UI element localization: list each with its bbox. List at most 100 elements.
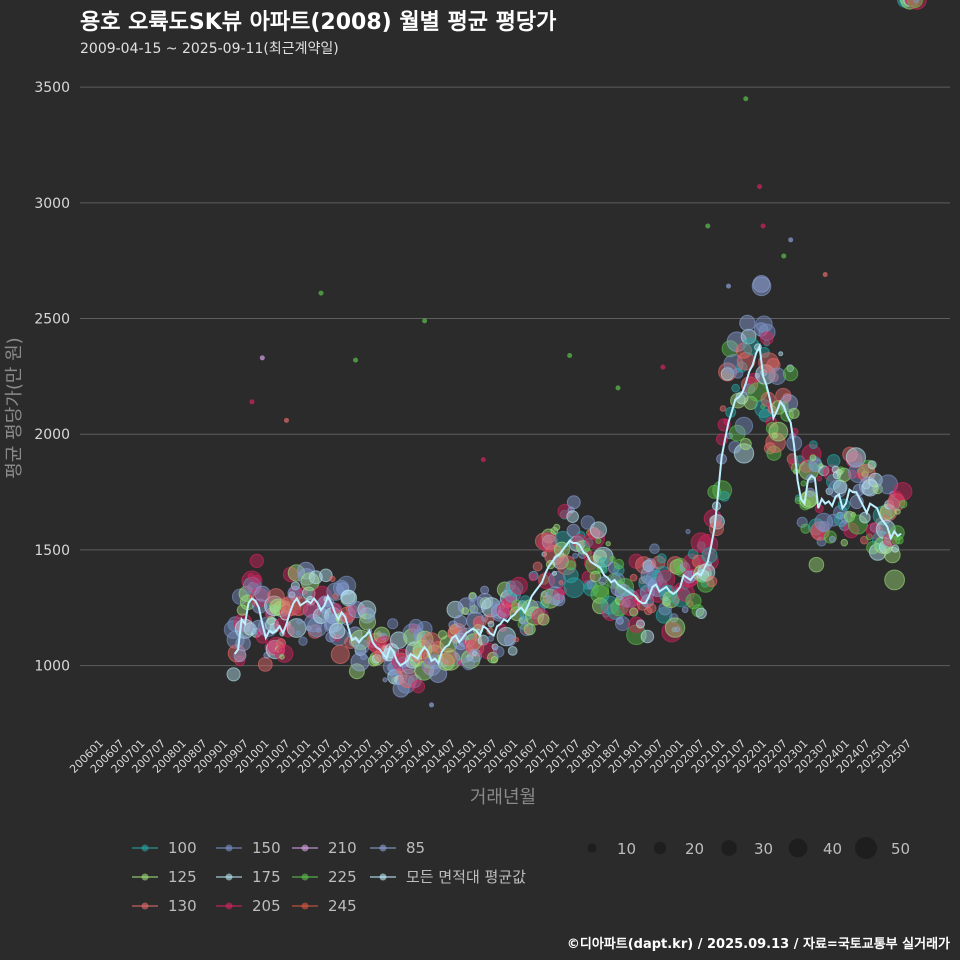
scatter-point — [565, 560, 576, 571]
legend-label: 150 — [252, 839, 281, 857]
scatter-point — [525, 606, 545, 626]
legend-marker — [225, 902, 233, 910]
scatter-point — [589, 570, 602, 583]
legend-label: 175 — [252, 868, 281, 886]
legend-label: 210 — [328, 839, 357, 857]
legend-label: 100 — [168, 839, 197, 857]
scatter-point — [552, 593, 566, 607]
scatter-point — [538, 532, 559, 553]
footer-credit: ©디아파트(dapt.kr) / 2025.09.13 / 자료=국토교통부 실… — [567, 936, 950, 952]
scatter-point-outlier — [318, 290, 324, 296]
scatter-point — [663, 596, 669, 602]
scatter-point — [800, 480, 807, 487]
scatter-point-outlier — [353, 357, 359, 363]
scatter-points — [223, 0, 927, 708]
scatter-point — [382, 677, 388, 683]
scatter-point — [298, 636, 308, 646]
legend-marker — [379, 873, 387, 881]
scatter-point — [539, 599, 550, 609]
scatter-point — [432, 640, 444, 653]
scatter-point — [223, 620, 243, 639]
scatter-point — [241, 570, 263, 592]
scatter-point — [507, 646, 518, 656]
scatter-point — [595, 537, 602, 545]
size-legend-label: 50 — [891, 840, 910, 858]
scatter-point — [646, 603, 657, 614]
scatter-point — [295, 630, 301, 636]
scatter-point — [514, 637, 520, 643]
scatter-point-outlier — [660, 364, 666, 370]
scatter-point — [913, 0, 920, 4]
legend-marker — [379, 844, 387, 852]
scatter-point — [732, 367, 744, 379]
scatter-point — [468, 648, 483, 663]
scatter-point — [686, 600, 694, 608]
scatter-point — [734, 416, 754, 436]
y-tick-label: 3500 — [34, 80, 70, 96]
size-legend-label: 40 — [823, 840, 842, 858]
scatter-point — [461, 607, 470, 615]
scatter-point — [766, 445, 782, 461]
scatter-point — [348, 604, 358, 614]
scatter-point — [257, 657, 273, 672]
scatter-point — [532, 561, 543, 572]
scatter-point — [563, 577, 585, 599]
y-tick-label: 1000 — [34, 659, 70, 675]
scatter-point — [894, 508, 901, 515]
scatter-point — [778, 351, 784, 357]
chart-title: 용호 오륙도SK뷰 아파트(2008) 월별 평균 평당가 — [80, 10, 556, 35]
legend-item: 150 — [216, 839, 281, 857]
scatter-point — [672, 595, 680, 604]
scatter-point — [476, 592, 494, 610]
scatter-point — [891, 544, 900, 553]
legend-marker — [225, 844, 233, 852]
scatter-point — [691, 604, 705, 618]
scatter-point — [373, 626, 391, 644]
scatter-point — [706, 575, 718, 588]
scatter-point — [840, 538, 849, 547]
scatter-point — [528, 573, 537, 582]
scatter-point — [329, 575, 336, 583]
scatter-point — [782, 365, 799, 382]
scatter-point — [656, 553, 667, 564]
scatter-point — [366, 612, 376, 622]
scatter-point — [566, 510, 579, 523]
legend-label: 225 — [328, 868, 357, 886]
scatter-point — [598, 576, 607, 586]
grid — [80, 86, 950, 667]
scatter-point — [709, 521, 724, 537]
scatter-point — [551, 570, 558, 576]
scatter-point-outlier — [788, 237, 794, 243]
scatter-point — [674, 626, 681, 633]
scatter-point — [635, 619, 646, 629]
scatter-point — [490, 656, 499, 664]
legend-item: 205 — [216, 897, 281, 915]
scatter-point — [718, 490, 730, 502]
y-axis-label: 평균 평당가(만 원) — [4, 337, 25, 478]
scatter-point — [816, 475, 823, 482]
scatter-point — [859, 511, 871, 524]
scatter-point — [605, 541, 611, 547]
size-legend-label: 30 — [754, 840, 773, 858]
scatter-point — [895, 535, 904, 545]
legend-marker — [301, 844, 309, 852]
size-legend-marker — [721, 840, 737, 856]
legend-label: 85 — [406, 839, 425, 857]
scatter-point — [254, 585, 271, 602]
legend-marker — [225, 873, 233, 881]
scatter-point — [657, 575, 664, 582]
scatter-point — [843, 522, 860, 539]
scatter-point — [471, 650, 478, 657]
scatter-point — [300, 572, 320, 592]
scatter-point — [288, 591, 296, 599]
scatter-point — [629, 573, 638, 582]
legend-item: 225 — [292, 868, 357, 886]
scatter-point — [771, 432, 778, 439]
scatter-point — [558, 580, 564, 586]
legend-item: 245 — [292, 897, 357, 915]
scatter-point — [726, 331, 748, 353]
scatter-point — [649, 543, 660, 555]
scatter-point — [887, 493, 906, 512]
legend-item: 175 — [216, 868, 281, 886]
